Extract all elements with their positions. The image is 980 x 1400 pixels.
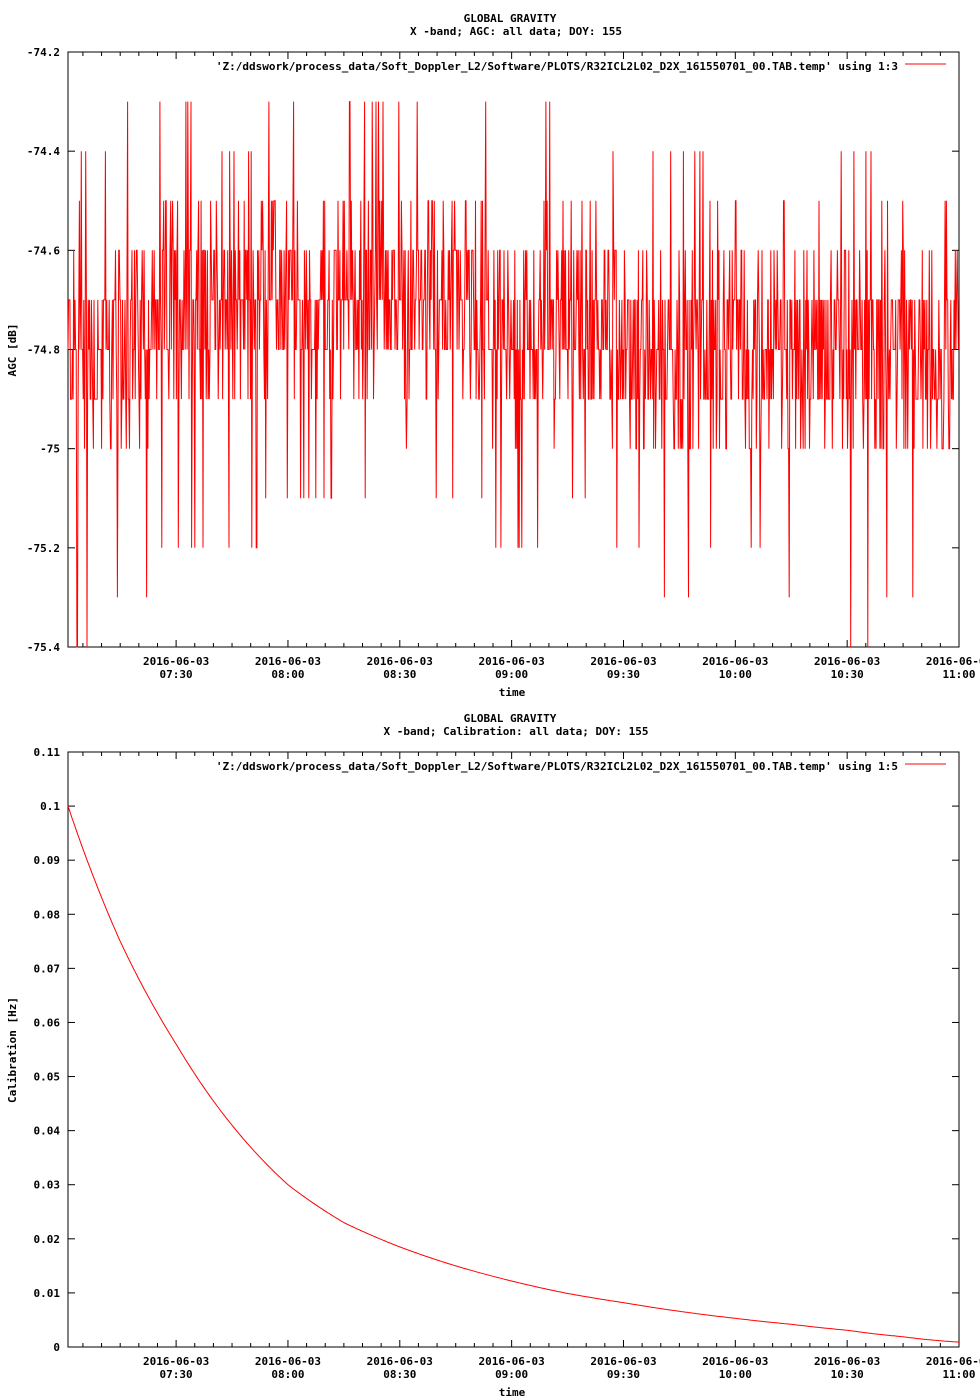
x-tick-time: 11:00 [942,668,975,681]
y-tick-label: -75.4 [27,641,60,654]
y-tick-label: -75.2 [27,542,60,555]
x-tick-time: 08:30 [383,1368,416,1381]
x-tick-time: 09:00 [495,668,528,681]
x-tick-time: 11:00 [942,1368,975,1381]
y-tick-label: 0.07 [34,962,61,975]
y-tick-label: 0.06 [34,1016,61,1029]
x-axis-label: time [499,686,526,699]
x-tick-time: 08:00 [271,1368,304,1381]
plot-frame [67,751,960,1348]
y-tick-label: -74.4 [27,145,60,158]
x-tick-date: 2016-06-03 [479,1355,545,1368]
x-tick-time: 10:00 [719,1368,752,1381]
chart-title: GLOBAL GRAVITY [464,12,557,25]
calibration-chart: GLOBAL GRAVITY X -band; Calibration: all… [6,712,980,1399]
y-ticks: -74.2 -74.4 -74.6 -74.8 -75 -75.2 -75.4 [27,46,959,654]
x-ticks: 2016-06-0307:302016-06-0308:002016-06-03… [82,52,980,681]
x-tick-date: 2016-06-03 [814,655,880,668]
chart-subtitle: X -band; AGC: all data; DOY: 155 [410,25,622,38]
x-tick-date: 2016-06-03 [702,655,768,668]
x-tick-time: 10:00 [719,668,752,681]
y-tick-label: -74.8 [27,344,60,357]
y-tick-label: 0.08 [34,908,61,921]
x-tick-date: 2016-06-03 [590,1355,656,1368]
x-tick-date: 2016-06-03 [926,1355,980,1368]
y-tick-label: 0.09 [34,854,61,867]
x-tick-time: 07:30 [160,668,193,681]
x-tick-time: 08:30 [383,668,416,681]
x-tick-time: 09:00 [495,1368,528,1381]
y-tick-label: 0 [53,1341,60,1354]
x-tick-date: 2016-06-03 [702,1355,768,1368]
y-tick-label: 0.03 [34,1179,61,1192]
y-tick-label: 0.11 [34,746,61,759]
y-tick-label: 0.02 [34,1233,61,1246]
legend-label: 'Z:/ddswork/process_data/Soft_Doppler_L2… [216,760,898,773]
y-tick-label: 0.05 [34,1071,61,1084]
x-axis-label: time [499,1386,526,1399]
x-tick-time: 08:00 [271,668,304,681]
x-tick-date: 2016-06-03 [590,655,656,668]
y-tick-label: -74.2 [27,46,60,59]
chart-subtitle: X -band; Calibration: all data; DOY: 155 [384,725,649,738]
series-layer [67,101,959,648]
x-tick-date: 2016-06-03 [255,1355,321,1368]
y-tick-label: 0.1 [40,800,60,813]
y-tick-label: -75 [40,443,60,456]
x-tick-date: 2016-06-03 [479,655,545,668]
y-axis-label: AGC [dB] [6,324,19,377]
y-ticks: 0.11 0.1 0.09 0.08 0.07 0.06 0.05 0.04 0.03 0.02 0… [34,746,959,1354]
x-tick-date: 2016-06-03 [143,1355,209,1368]
series-line [67,101,959,648]
y-axis-label: Calibration [Hz] [6,997,19,1103]
x-tick-time: 09:30 [607,668,640,681]
y-tick-label: 0.01 [34,1287,61,1300]
series-line [67,805,960,1343]
x-tick-time: 09:30 [607,1368,640,1381]
x-tick-time: 10:30 [831,1368,864,1381]
x-tick-date: 2016-06-03 [143,655,209,668]
x-ticks: 2016-06-0307:302016-06-0308:002016-06-03… [82,752,980,1381]
chart-title: GLOBAL GRAVITY [464,712,557,725]
agc-chart: GLOBAL GRAVITY X -band; AGC: all data; D… [6,12,980,699]
x-tick-time: 07:30 [160,1368,193,1381]
x-tick-date: 2016-06-03 [367,655,433,668]
x-tick-date: 2016-06-03 [367,1355,433,1368]
x-tick-time: 10:30 [831,668,864,681]
legend-label: 'Z:/ddswork/process_data/Soft_Doppler_L2… [216,60,898,73]
x-tick-date: 2016-06-03 [926,655,980,668]
series-layer [67,805,960,1343]
y-tick-label: -74.6 [27,244,60,257]
x-tick-date: 2016-06-03 [814,1355,880,1368]
x-tick-date: 2016-06-03 [255,655,321,668]
y-tick-label: 0.04 [34,1125,61,1138]
